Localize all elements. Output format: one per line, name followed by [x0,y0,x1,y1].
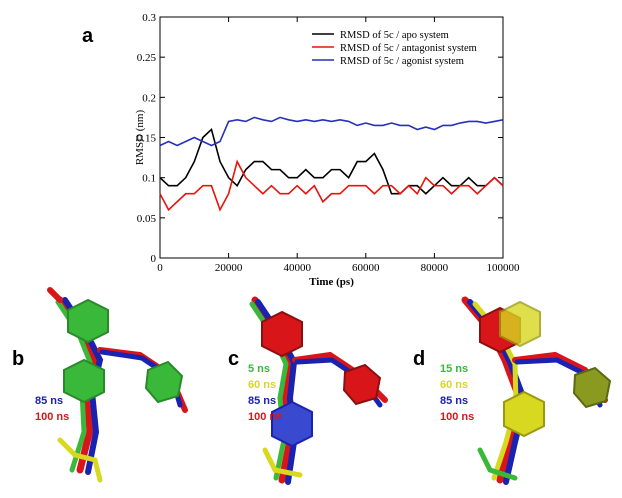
y-tick-label: 0.25 [137,52,157,64]
x-tick-label: 100000 [487,262,521,274]
panel-label: b [12,348,24,370]
y-tick-label: 0.05 [137,213,157,225]
time-label: 100 ns [440,411,474,423]
panel-label: d [413,348,425,370]
legend-label: RMSD of 5c / antagonist system [340,43,477,54]
y-tick-label: 0 [151,253,157,265]
legend-label: RMSD of 5c / apo system [340,30,449,41]
time-label: 85 ns [440,395,468,407]
time-label: 100 ns [35,411,69,423]
molecule-renderings [47,287,612,485]
panel-label: a [82,25,94,47]
time-label: 15 ns [440,363,468,375]
y-tick-label: 0.15 [137,133,157,145]
molecule-c [249,296,388,485]
molecule-d [461,296,612,485]
y-tick-label: 0.2 [142,92,156,104]
time-label: 100 ns [248,411,282,423]
time-label: 60 ns [248,379,276,391]
y-tick-label: 0.3 [142,12,156,24]
x-tick-label: 20000 [215,262,243,274]
x-tick-label: 80000 [421,262,449,274]
x-tick-label: 40000 [283,262,311,274]
panel-label: c [228,348,239,370]
series-line [159,116,504,147]
legend-label: RMSD of 5c / agonist system [340,56,464,67]
time-label: 85 ns [248,395,276,407]
molecule-b [47,287,188,483]
y-tick-label: 0.1 [142,173,156,185]
x-tick-label: 60000 [352,262,380,274]
x-axis-label: Time (ps) [309,276,354,288]
time-label: 85 ns [35,395,63,407]
x-tick-label: 0 [157,262,163,274]
time-label: 60 ns [440,379,468,391]
series-line [159,127,504,195]
time-label: 5 ns [248,363,270,375]
y-axis-label: RMSD (nm) [134,110,146,166]
series-line [159,159,504,212]
